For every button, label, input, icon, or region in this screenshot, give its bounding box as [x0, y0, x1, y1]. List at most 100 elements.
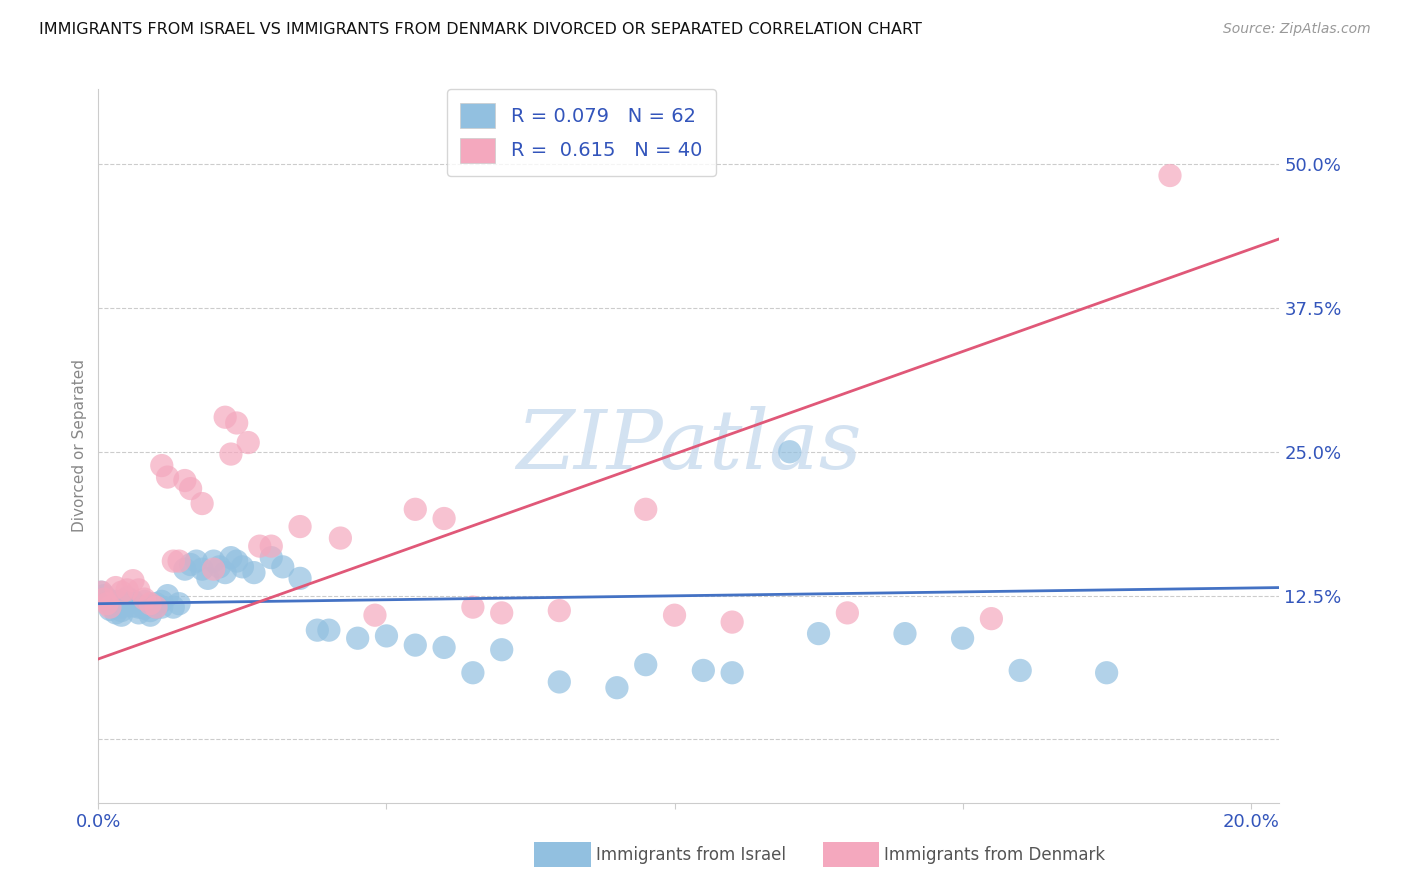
- Point: [461, 600, 484, 615]
- Point: [1010, 664, 1032, 678]
- Point: [134, 601, 156, 615]
- Point: [115, 597, 138, 611]
- Text: Immigrants from Israel: Immigrants from Israel: [596, 846, 786, 863]
- Point: [980, 612, 1002, 626]
- Point: [110, 608, 132, 623]
- Point: [433, 511, 456, 525]
- Point: [110, 600, 132, 615]
- Point: [779, 444, 801, 458]
- Point: [122, 594, 145, 608]
- Point: [122, 574, 145, 588]
- Point: [318, 623, 340, 637]
- Point: [167, 597, 190, 611]
- Point: [145, 600, 167, 615]
- Point: [90, 585, 112, 599]
- Point: [134, 594, 156, 608]
- Point: [606, 681, 628, 695]
- Point: [664, 608, 686, 623]
- Point: [191, 497, 214, 511]
- Text: Immigrants from Denmark: Immigrants from Denmark: [884, 846, 1105, 863]
- Point: [145, 600, 167, 615]
- Text: Source: ZipAtlas.com: Source: ZipAtlas.com: [1223, 22, 1371, 37]
- Point: [260, 539, 283, 553]
- Point: [307, 623, 329, 637]
- Point: [214, 410, 236, 425]
- Point: [156, 589, 179, 603]
- Point: [249, 539, 271, 553]
- Point: [150, 458, 173, 473]
- Point: [692, 664, 714, 678]
- Text: ZIPatlas: ZIPatlas: [516, 406, 862, 486]
- Point: [156, 470, 179, 484]
- Point: [243, 566, 266, 580]
- Point: [837, 606, 859, 620]
- Point: [98, 600, 121, 615]
- Point: [952, 631, 974, 645]
- Point: [104, 594, 127, 608]
- Point: [288, 571, 311, 585]
- Point: [128, 600, 150, 615]
- Point: [721, 665, 744, 680]
- Point: [202, 562, 225, 576]
- Point: [180, 482, 202, 496]
- Point: [173, 474, 195, 488]
- Point: [115, 591, 138, 605]
- Point: [225, 554, 247, 568]
- Y-axis label: Divorced or Separated: Divorced or Separated: [72, 359, 87, 533]
- Point: [162, 554, 184, 568]
- Point: [260, 550, 283, 565]
- Point: [186, 554, 208, 568]
- Point: [364, 608, 387, 623]
- Point: [894, 626, 917, 640]
- Point: [231, 559, 253, 574]
- Point: [98, 602, 121, 616]
- Point: [145, 597, 167, 611]
- Point: [180, 558, 202, 572]
- Point: [288, 519, 311, 533]
- Point: [404, 502, 426, 516]
- Point: [173, 562, 195, 576]
- Point: [548, 675, 571, 690]
- Point: [346, 631, 368, 645]
- Point: [634, 657, 657, 672]
- Point: [197, 571, 219, 585]
- Point: [461, 665, 484, 680]
- Point: [1159, 169, 1181, 183]
- Point: [807, 626, 830, 640]
- Point: [139, 597, 162, 611]
- Point: [634, 502, 657, 516]
- Point: [96, 597, 118, 611]
- Point: [115, 582, 138, 597]
- Point: [491, 642, 513, 657]
- Point: [139, 604, 162, 618]
- Point: [208, 559, 231, 574]
- Point: [219, 550, 242, 565]
- Point: [721, 615, 744, 629]
- Point: [219, 447, 242, 461]
- Point: [162, 600, 184, 615]
- Point: [1095, 665, 1118, 680]
- Point: [404, 638, 426, 652]
- Point: [104, 581, 127, 595]
- Point: [238, 435, 260, 450]
- Point: [93, 589, 115, 603]
- Point: [101, 600, 124, 615]
- Point: [150, 600, 173, 615]
- Point: [128, 582, 150, 597]
- Point: [202, 554, 225, 568]
- Text: IMMIGRANTS FROM ISRAEL VS IMMIGRANTS FROM DENMARK DIVORCED OR SEPARATED CORRELAT: IMMIGRANTS FROM ISRAEL VS IMMIGRANTS FRO…: [39, 22, 922, 37]
- Point: [128, 606, 150, 620]
- Point: [110, 585, 132, 599]
- Point: [90, 585, 112, 599]
- Point: [134, 592, 156, 607]
- Point: [167, 554, 190, 568]
- Point: [139, 608, 162, 623]
- Point: [191, 562, 214, 576]
- Point: [150, 594, 173, 608]
- Point: [225, 416, 247, 430]
- Point: [214, 566, 236, 580]
- Point: [548, 604, 571, 618]
- Point: [93, 592, 115, 607]
- Point: [96, 592, 118, 607]
- Point: [329, 531, 352, 545]
